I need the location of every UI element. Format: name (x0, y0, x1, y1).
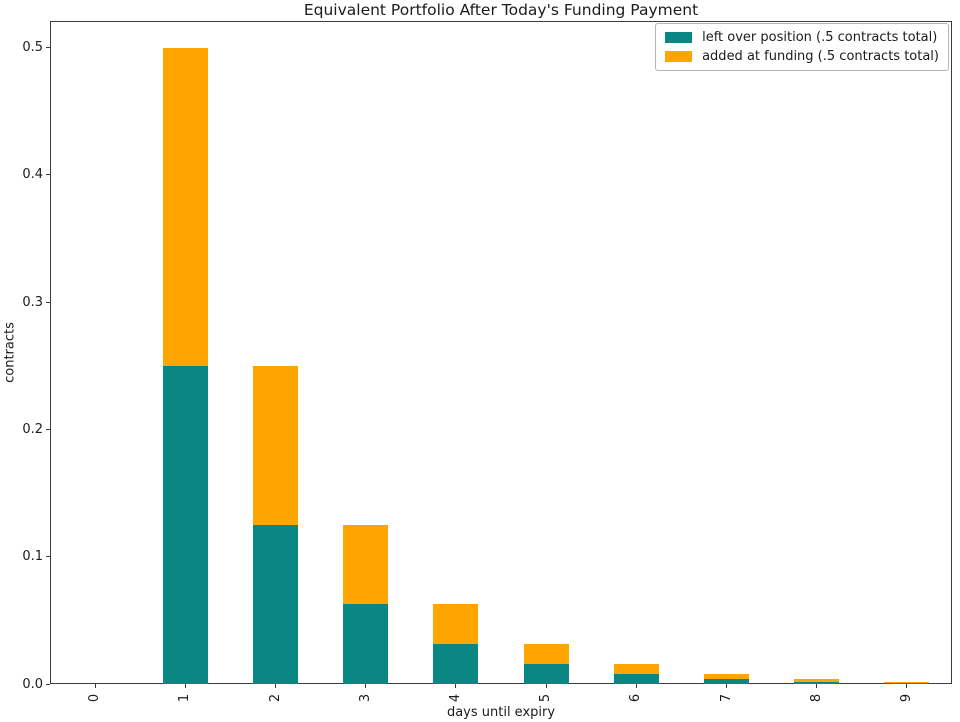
bar-segment-added-at-funding (523, 644, 569, 665)
bar-segment-left-over (433, 644, 479, 684)
legend-swatch-icon (665, 51, 693, 62)
y-tick-label: 0.1 (22, 549, 43, 565)
y-tick-label: 0.2 (22, 421, 43, 437)
y-tick-mark (46, 174, 50, 176)
x-tick-mark (94, 684, 96, 688)
x-tick-mark (275, 684, 276, 688)
x-tick-mark (545, 684, 547, 688)
bar-segment-added-at-funding (433, 604, 479, 645)
y-tick-label: 0.4 (22, 167, 43, 183)
bar-segment-left-over (884, 682, 930, 684)
legend-item: left over position (.5 contracts total) (665, 30, 939, 45)
x-tick-mark (365, 684, 367, 688)
legend-item: added at funding (.5 contracts total) (665, 49, 939, 64)
bar-segment-left-over (613, 674, 659, 684)
bar-segment-added-at-funding (343, 524, 389, 605)
bar-segment-left-over (704, 679, 749, 684)
chart-title: Equivalent Portfolio After Today's Fundi… (303, 1, 699, 19)
bar-segment-added-at-funding (794, 679, 840, 682)
bar-segment-added-at-funding (253, 365, 298, 525)
bar-segment-left-over (794, 681, 840, 684)
legend: left over position (.5 contracts total) a… (655, 23, 949, 71)
x-tick-mark (455, 684, 457, 688)
bar-segment-added-at-funding (613, 664, 659, 675)
y-tick-label: 0.5 (22, 40, 43, 56)
legend-label: added at funding (.5 contracts total) (702, 49, 939, 64)
y-tick-mark (46, 47, 50, 49)
x-tick-mark (184, 684, 186, 688)
bar-segment-added-at-funding (162, 47, 208, 366)
x-tick-mark (816, 684, 818, 688)
y-tick-mark (46, 683, 50, 685)
x-axis-label: days until expiry (446, 705, 556, 720)
y-tick-mark (46, 428, 50, 430)
bar-segment-left-over (343, 604, 389, 684)
bar-segment-added-at-funding (884, 681, 930, 683)
y-tick-mark (46, 301, 50, 303)
y-tick-label: 0.3 (22, 294, 43, 310)
y-axis-label: contracts (2, 322, 18, 383)
legend-swatch-icon (665, 32, 693, 43)
y-tick-mark (46, 556, 50, 558)
bar-segment-left-over (162, 365, 208, 684)
x-tick-mark (635, 684, 637, 688)
x-tick-mark (906, 684, 908, 688)
bar-segment-left-over (523, 664, 569, 684)
bar-segment-left-over (253, 524, 298, 684)
x-tick-mark (726, 684, 727, 688)
legend-label: left over position (.5 contracts total) (702, 30, 938, 45)
bar-segment-added-at-funding (704, 674, 749, 680)
y-tick-label: 0.0 (22, 676, 43, 692)
